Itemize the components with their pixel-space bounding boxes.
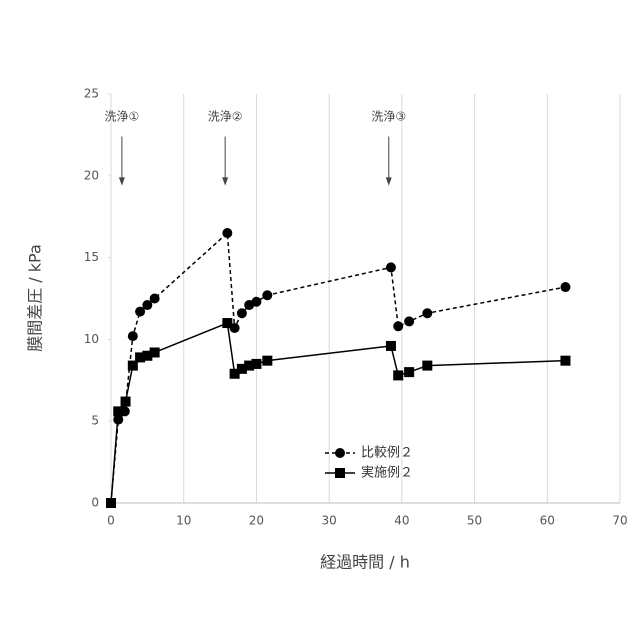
x-tick-label: 60 — [540, 514, 555, 528]
x-tick-label: 10 — [176, 514, 191, 528]
data-point — [222, 228, 232, 238]
chart: 経過時間 / h 膜間差圧 / kPa 0 10 20 30 40 50 60 70 0 5 10 1… — [0, 0, 640, 640]
data-point — [404, 367, 414, 377]
arrow-head — [119, 177, 125, 185]
y-axis-title: 膜間差圧 / kPa — [26, 244, 45, 352]
data-point — [251, 297, 261, 307]
y-tick-label: 15 — [84, 250, 99, 264]
series-line — [111, 233, 565, 503]
x-tick-label: 40 — [394, 514, 409, 528]
legend-label: 比較例２ — [361, 446, 413, 461]
data-point — [251, 359, 261, 369]
y-tick-label: 10 — [84, 332, 99, 346]
annotation: 洗浄② — [208, 109, 243, 123]
arrow-head — [222, 177, 228, 185]
data-point — [386, 262, 396, 272]
annotation: 洗浄① — [105, 109, 140, 123]
x-tick-label: 50 — [467, 514, 482, 528]
data-point — [121, 397, 131, 407]
y-tick-label: 25 — [84, 87, 99, 101]
legend-marker — [335, 468, 345, 478]
x-tick-label: 20 — [249, 514, 264, 528]
data-point — [404, 316, 414, 326]
y-tick-label: 20 — [84, 168, 99, 182]
data-point — [113, 406, 123, 416]
data-point — [262, 290, 272, 300]
data-point — [237, 308, 247, 318]
data-point — [422, 361, 432, 371]
x-tick-label: 30 — [322, 514, 337, 528]
data-point — [386, 341, 396, 351]
data-point — [128, 331, 138, 341]
legend-label: 実施例２ — [361, 465, 413, 481]
data-point — [150, 294, 160, 304]
data-point — [422, 308, 432, 318]
y-tick-label: 0 — [91, 496, 99, 510]
data-point — [393, 321, 403, 331]
data-point — [150, 347, 160, 357]
y-tick-label: 5 — [91, 414, 99, 428]
x-tick-label: 70 — [612, 514, 627, 528]
annotation: 洗浄③ — [371, 109, 406, 123]
arrow-head — [386, 177, 392, 185]
x-tick-label: 0 — [107, 514, 115, 528]
data-point — [222, 318, 232, 328]
data-point — [393, 370, 403, 380]
data-point — [560, 282, 570, 292]
data-point — [262, 356, 272, 366]
data-point — [560, 356, 570, 366]
x-axis-title: 経過時間 / h — [320, 553, 410, 572]
legend-marker — [335, 448, 345, 458]
data-point — [106, 498, 116, 508]
